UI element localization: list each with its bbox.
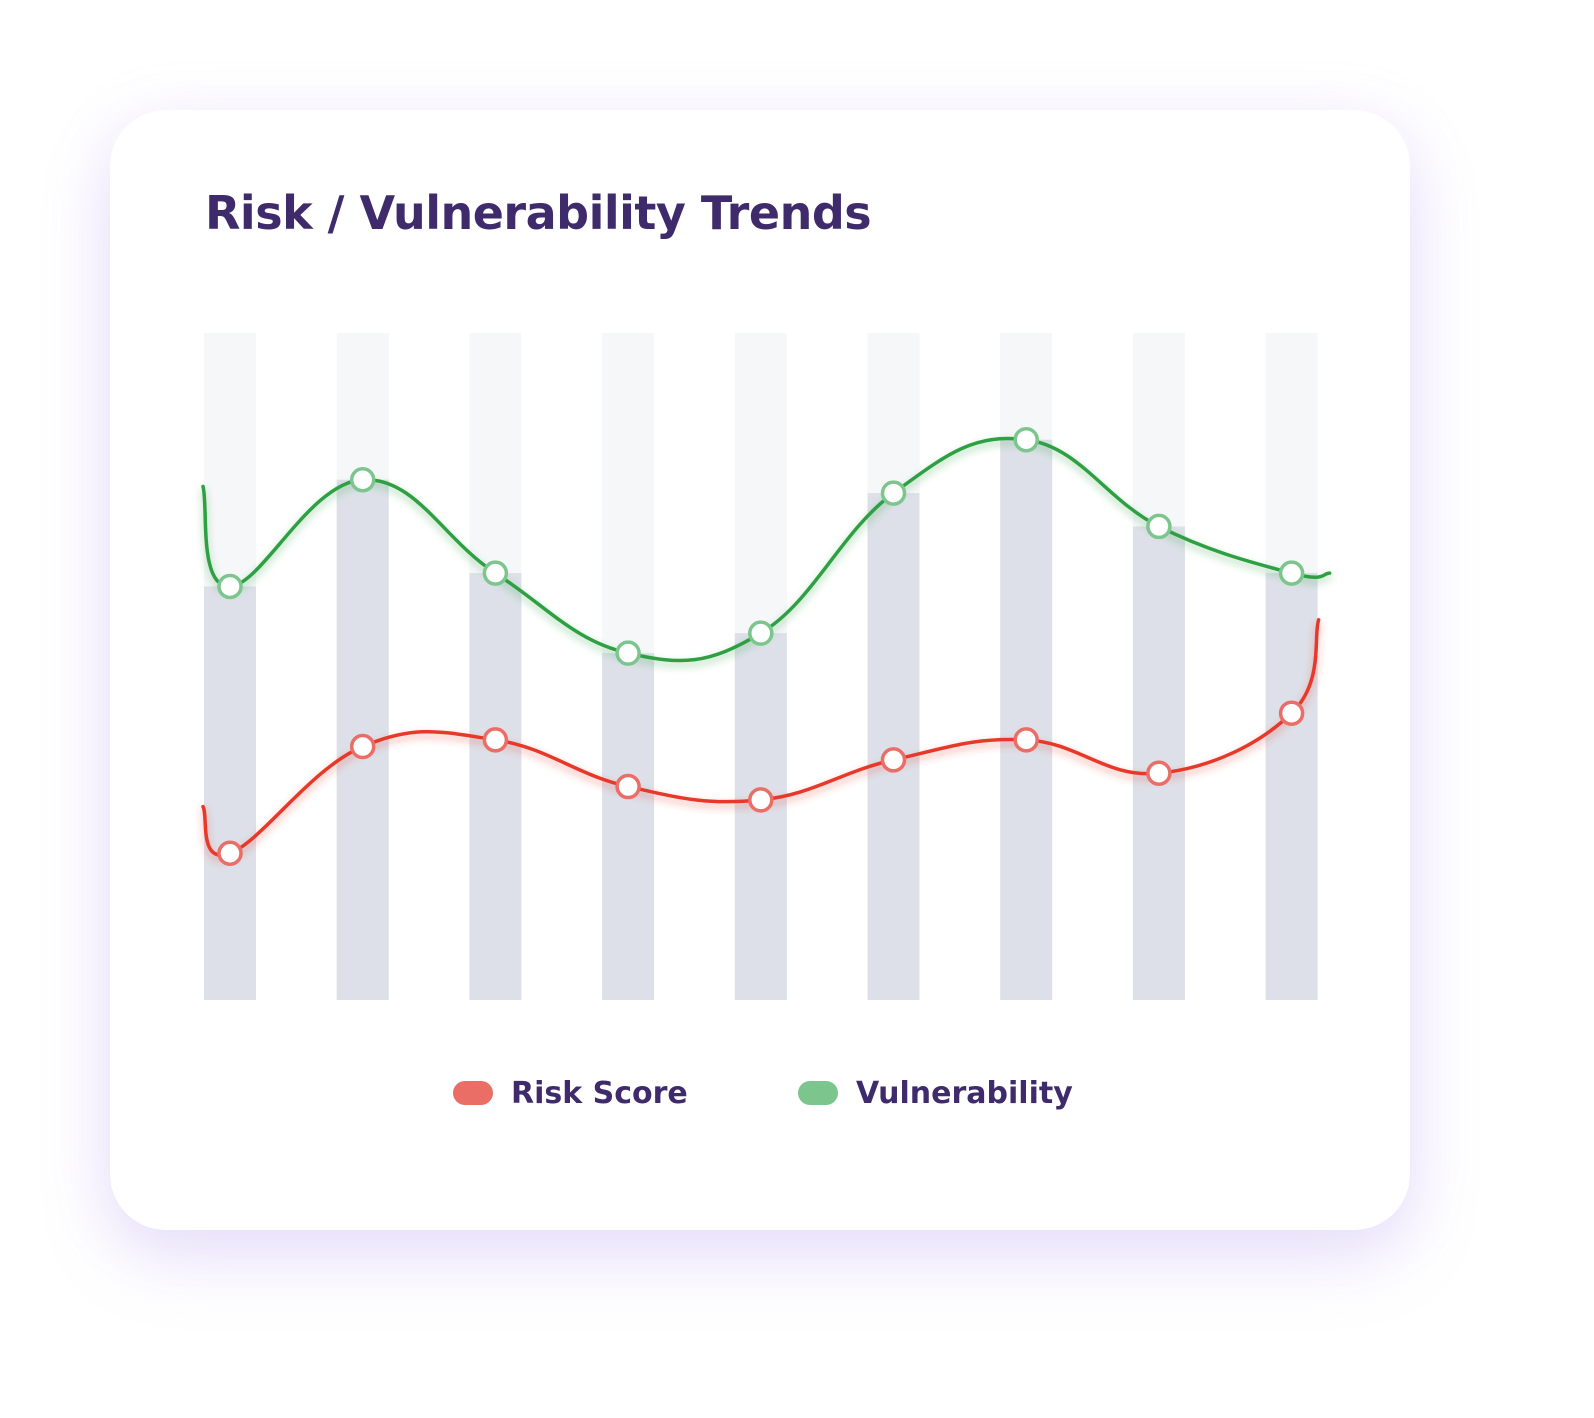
bar	[469, 573, 522, 1000]
bar	[204, 586, 256, 1000]
bar	[734, 633, 787, 1000]
chart-title: Risk / Vulnerability Trends	[205, 186, 872, 240]
data-point-risk-score	[1146, 760, 1172, 786]
data-point-vulnerability	[482, 560, 509, 586]
data-point-risk-score	[349, 733, 376, 760]
data-point-risk-score	[748, 787, 774, 813]
data-point-vulnerability	[615, 640, 641, 666]
bar	[1000, 439, 1053, 1001]
data-point-vulnerability	[880, 480, 907, 506]
bar	[602, 653, 655, 1000]
series-points	[217, 426, 1305, 867]
bar	[867, 493, 920, 1000]
data-point-risk-score	[880, 747, 907, 773]
data-point-risk-score	[615, 773, 641, 800]
value-bars	[204, 439, 1318, 1001]
bar	[1265, 573, 1318, 1000]
data-point-vulnerability	[1146, 513, 1172, 540]
data-point-vulnerability	[1278, 560, 1305, 586]
data-point-vulnerability	[349, 466, 376, 493]
data-point-risk-score	[1278, 700, 1305, 726]
data-point-vulnerability	[1013, 426, 1039, 453]
data-point-vulnerability	[217, 573, 243, 600]
data-point-risk-score	[217, 840, 243, 867]
data-point-vulnerability	[748, 620, 774, 646]
data-point-risk-score	[482, 727, 509, 753]
data-point-risk-score	[1013, 727, 1039, 753]
